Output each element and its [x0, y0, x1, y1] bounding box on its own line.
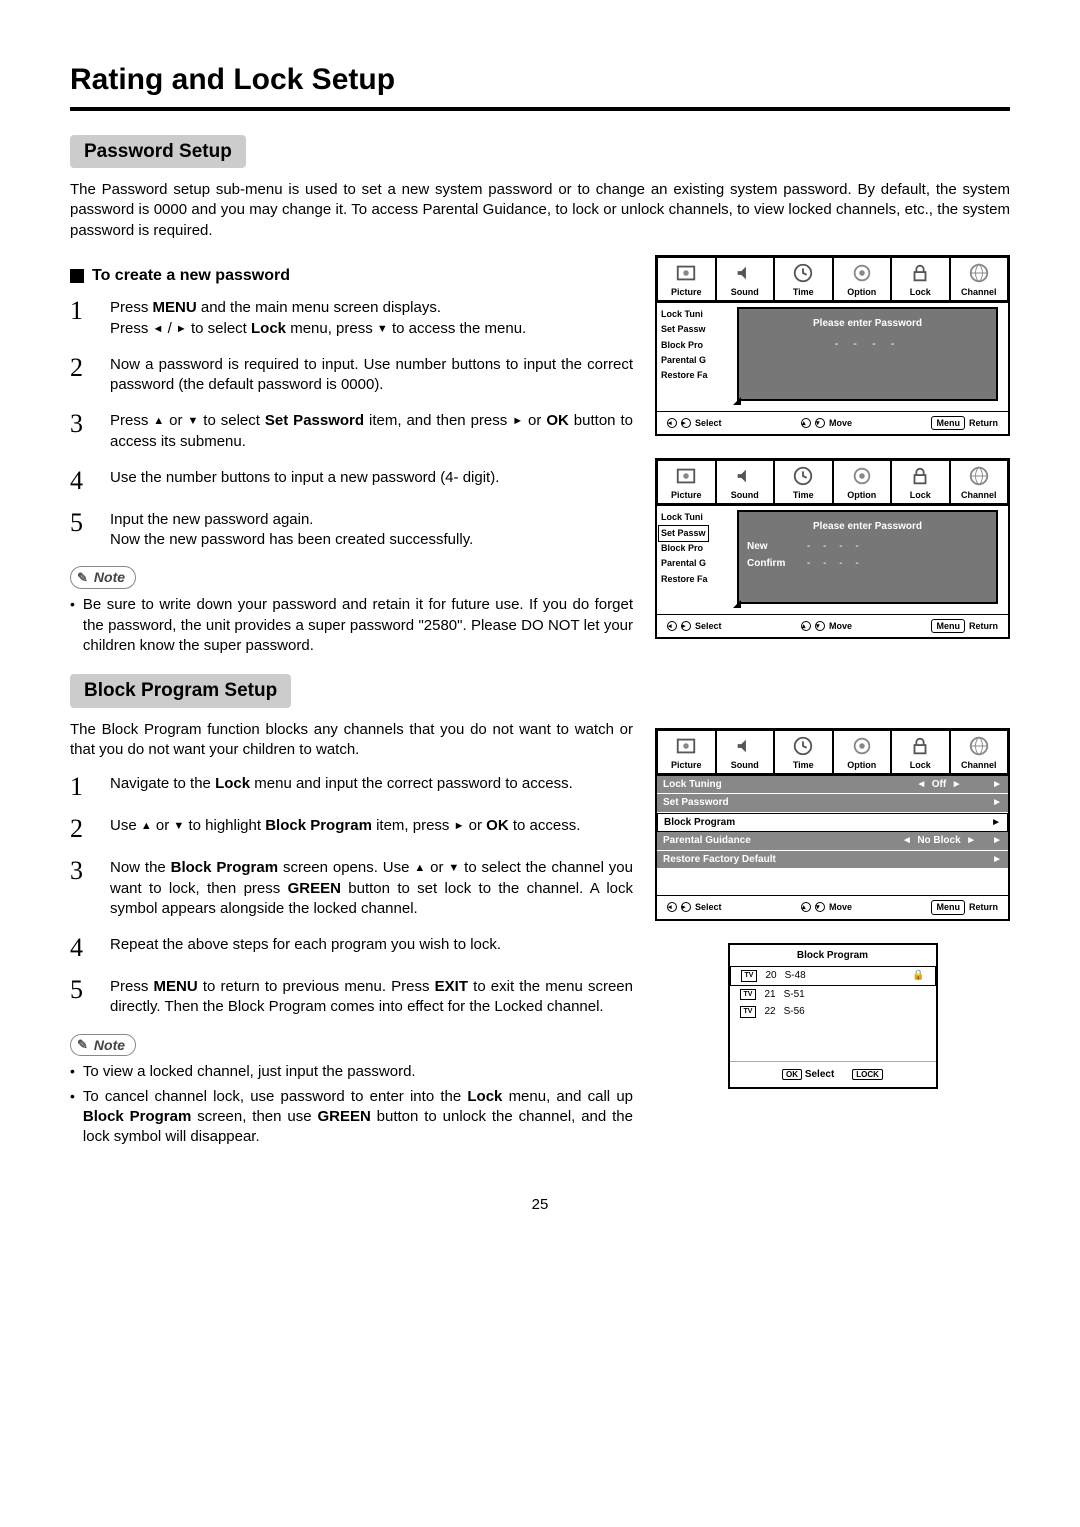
- osd-tab-option: Option: [833, 460, 892, 504]
- osd-tab-time: Time: [774, 730, 833, 774]
- step-num: 1: [70, 298, 92, 324]
- step-text: Input the new password again. Now the ne…: [110, 510, 633, 551]
- osd-tab-time: Time: [774, 257, 833, 301]
- step-text: Navigate to the Lock menu and input the …: [110, 774, 633, 794]
- step-text: Press MENU to return to previous menu. P…: [110, 977, 633, 1018]
- password-heading: Password Setup: [70, 135, 246, 169]
- block-steps: 1 Navigate to the Lock menu and input th…: [70, 774, 633, 1017]
- lock-menu-row: Restore Factory Default►: [657, 851, 1008, 870]
- note-text: Be sure to write down your password and …: [83, 595, 633, 656]
- step-text: Press MENU and the main menu screen disp…: [110, 298, 633, 339]
- osd-tab-lock: Lock: [891, 460, 950, 504]
- page-number: 25: [70, 1195, 1010, 1215]
- step-num: 3: [70, 411, 92, 437]
- step-num: 4: [70, 468, 92, 494]
- block-program-row: TV21S-51: [730, 986, 936, 1004]
- step-num: 1: [70, 774, 92, 800]
- osd-lock-menu: PictureSoundTimeOptionLockChannel Lock T…: [655, 728, 1010, 921]
- password-steps: 1 Press MENU and the main menu screen di…: [70, 298, 633, 550]
- osd-tab-option: Option: [833, 257, 892, 301]
- osd-tab-option: Option: [833, 730, 892, 774]
- osd-tab-channel: Channel: [950, 730, 1009, 774]
- osd-tab-sound: Sound: [716, 460, 775, 504]
- block-intro: The Block Program function blocks any ch…: [70, 720, 633, 761]
- hand-icon: ✎: [77, 1036, 88, 1054]
- lock-menu-row: Lock Tuning◄ Off ►►: [657, 776, 1008, 795]
- password-intro: The Password setup sub-menu is used to s…: [70, 180, 1010, 241]
- step-num: 4: [70, 935, 92, 961]
- page-title: Rating and Lock Setup: [70, 60, 1010, 111]
- lock-menu-row: Block Program►: [657, 813, 1008, 833]
- block-program-row: TV22S-56: [730, 1003, 936, 1021]
- step-num: 5: [70, 977, 92, 1003]
- lock-icon: 🔒: [912, 969, 924, 983]
- osd-tab-channel: Channel: [950, 257, 1009, 301]
- osd-password-new: PictureSoundTimeOptionLockChannel Lock T…: [655, 458, 1010, 639]
- password-subheading: To create a new password: [92, 265, 290, 287]
- osd-tab-picture: Picture: [657, 730, 716, 774]
- osd-tab-lock: Lock: [891, 257, 950, 301]
- osd-tab-sound: Sound: [716, 730, 775, 774]
- osd-tab-lock: Lock: [891, 730, 950, 774]
- lock-menu-row: Set Password►: [657, 794, 1008, 813]
- square-icon: [70, 269, 84, 283]
- block-notes: To view a locked channel, just input the…: [70, 1062, 633, 1147]
- note-text: To cancel channel lock, use password to …: [83, 1087, 633, 1148]
- step-text: Use the number buttons to input a new pa…: [110, 468, 633, 488]
- step-text: Repeat the above steps for each program …: [110, 935, 633, 955]
- step-text: Press ▲ or ▼ to select Set Password item…: [110, 411, 633, 452]
- note-text: To view a locked channel, just input the…: [83, 1062, 416, 1082]
- osd-block-program: Block Program TV20S-48🔒TV21S-51TV22S-56 …: [728, 943, 938, 1090]
- osd-password-enter: PictureSoundTimeOptionLockChannel Lock T…: [655, 255, 1010, 436]
- password-notes: Be sure to write down your password and …: [70, 595, 633, 656]
- step-num: 5: [70, 510, 92, 536]
- osd-tab-time: Time: [774, 460, 833, 504]
- lock-menu-row: Parental Guidance◄ No Block ►►: [657, 832, 1008, 851]
- note-badge: ✎Note: [70, 1034, 136, 1057]
- osd-tab-sound: Sound: [716, 257, 775, 301]
- step-text: Now the Block Program screen opens. Use …: [110, 858, 633, 919]
- block-heading: Block Program Setup: [70, 674, 291, 708]
- note-badge: ✎Note: [70, 566, 136, 589]
- step-text: Use ▲ or ▼ to highlight Block Program it…: [110, 816, 633, 836]
- step-num: 2: [70, 816, 92, 842]
- osd-tab-channel: Channel: [950, 460, 1009, 504]
- step-num: 3: [70, 858, 92, 884]
- step-num: 2: [70, 355, 92, 381]
- block-program-row: TV20S-48🔒: [730, 966, 936, 986]
- osd-tab-picture: Picture: [657, 460, 716, 504]
- hand-icon: ✎: [77, 569, 88, 587]
- osd-tab-picture: Picture: [657, 257, 716, 301]
- step-text: Now a password is required to input. Use…: [110, 355, 633, 396]
